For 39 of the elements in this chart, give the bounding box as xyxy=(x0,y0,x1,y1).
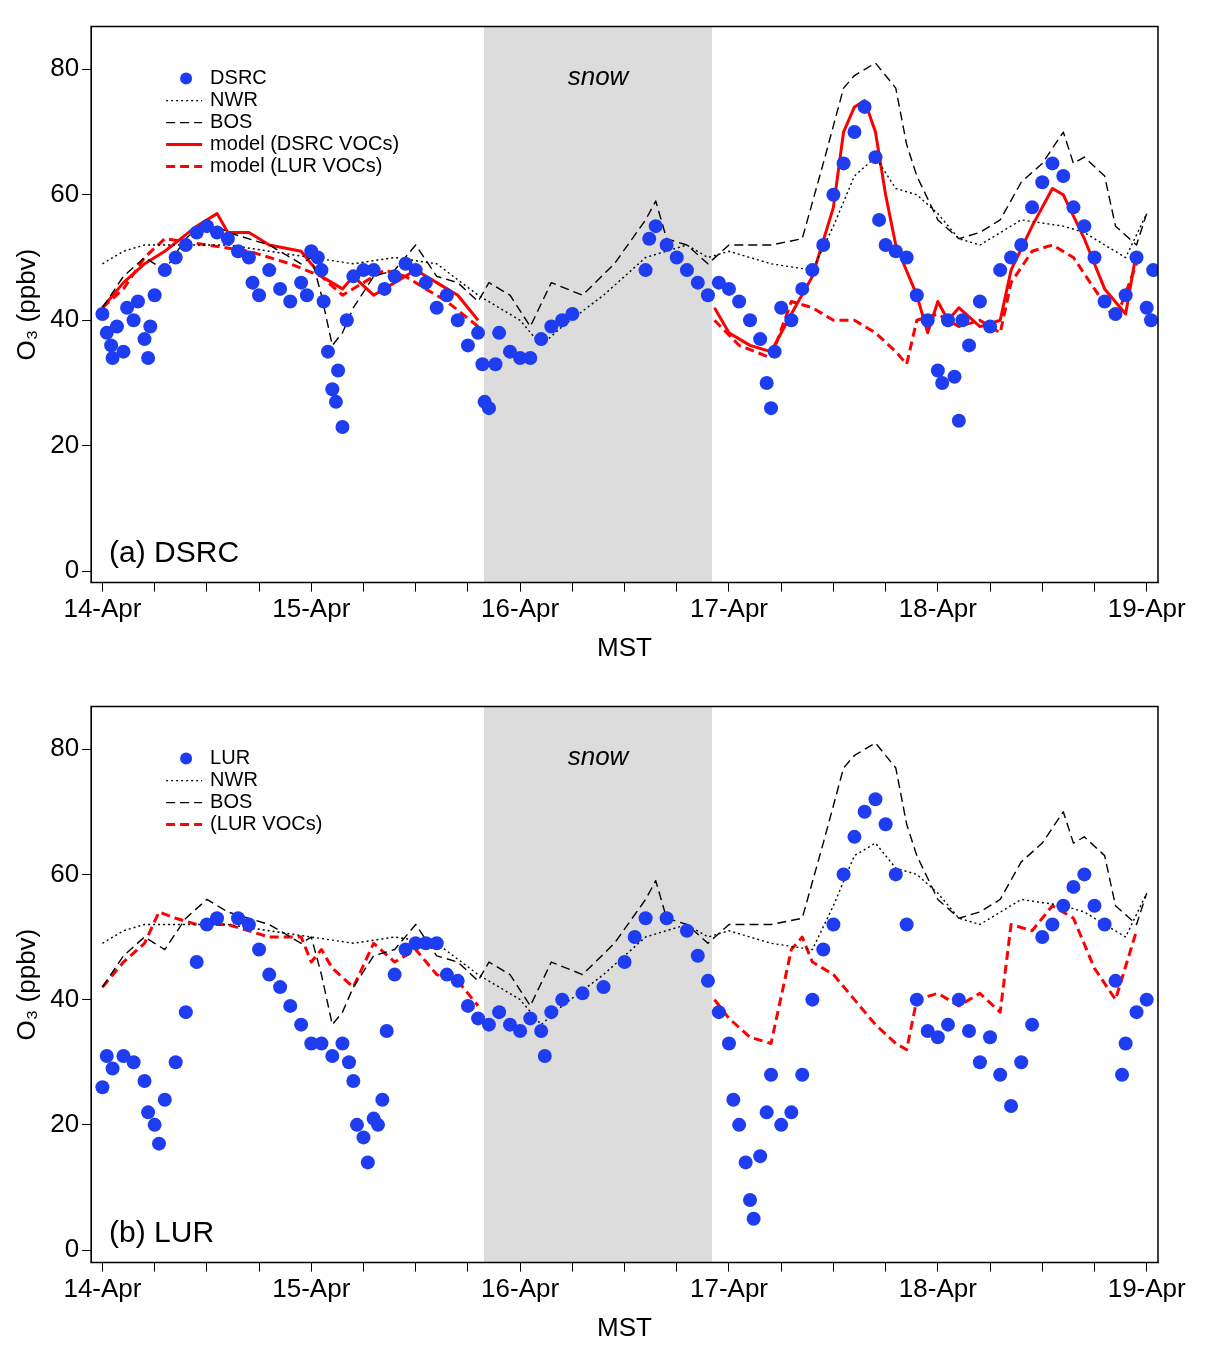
x-tick-label: 16-Apr xyxy=(481,593,560,624)
y-axis-title: O₃ (ppbv) xyxy=(10,248,41,361)
legend-label: model (LUR VOCs) xyxy=(210,154,383,177)
legend-label: LUR xyxy=(210,746,251,769)
x-tick-label: 18-Apr xyxy=(898,593,978,624)
y-tick-label: 0 xyxy=(64,554,80,585)
y-tick-label: 60 xyxy=(50,177,80,208)
legend-label: model (DSRC VOCs) xyxy=(210,132,400,155)
x-tick-label: 14-Apr xyxy=(63,1273,142,1304)
y-tick-label: 20 xyxy=(50,1108,80,1139)
band-label: snow xyxy=(567,740,631,771)
legend-label: DSRC xyxy=(210,66,267,89)
legend-label: BOS xyxy=(210,790,253,813)
y-tick-label: 40 xyxy=(50,303,80,334)
y-tick-label: 40 xyxy=(50,982,80,1013)
band-label: snow xyxy=(567,60,631,91)
x-axis-title: MST xyxy=(597,1311,653,1342)
legend-label: NWR xyxy=(210,768,258,791)
annotation: (b) LUR xyxy=(109,1214,215,1248)
y-axis-title: O₃ (ppbv) xyxy=(10,928,41,1041)
legend-label: (LUR VOCs) xyxy=(210,812,323,835)
x-tick-label: 19-Apr xyxy=(1107,593,1187,624)
x-tick-label: 14-Apr xyxy=(63,593,142,624)
x-tick-label: 17-Apr xyxy=(689,1273,769,1304)
y-tick-label: 80 xyxy=(50,52,80,83)
x-tick-label: 19-Apr xyxy=(1107,1273,1187,1304)
y-tick-label: 20 xyxy=(50,428,80,459)
x-tick-label: 15-Apr xyxy=(272,1273,351,1304)
x-tick-label: 16-Apr xyxy=(481,1273,560,1304)
x-tick-label: 18-Apr xyxy=(898,1273,978,1304)
y-tick-label: 60 xyxy=(50,857,80,888)
annotation: (a) DSRC xyxy=(109,534,240,568)
legend-label: NWR xyxy=(210,88,258,111)
legend-label: BOS xyxy=(210,110,253,133)
x-tick-label: 15-Apr xyxy=(272,593,351,624)
y-tick-label: 0 xyxy=(64,1233,80,1264)
y-tick-label: 80 xyxy=(50,732,80,763)
x-axis-title: MST xyxy=(597,631,653,662)
x-tick-label: 17-Apr xyxy=(689,593,769,624)
